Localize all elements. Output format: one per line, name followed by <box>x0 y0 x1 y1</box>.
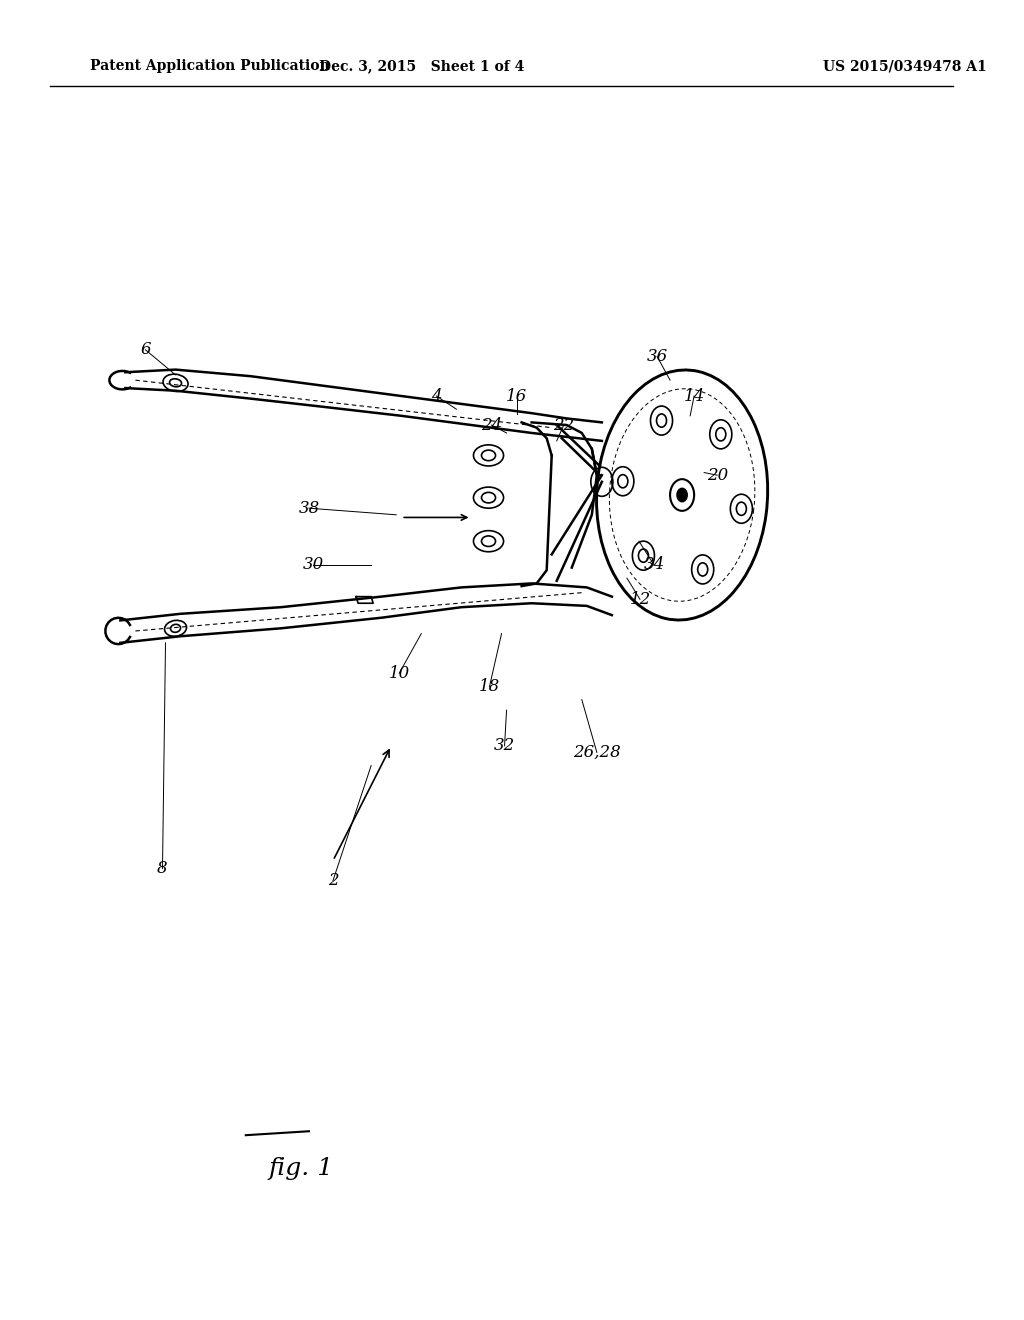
Text: US 2015/0349478 A1: US 2015/0349478 A1 <box>822 59 986 74</box>
Text: 36: 36 <box>646 348 668 364</box>
Text: 24: 24 <box>481 417 502 433</box>
Text: 14: 14 <box>683 388 705 404</box>
Text: 22: 22 <box>553 417 574 433</box>
Ellipse shape <box>677 488 687 502</box>
Text: 38: 38 <box>298 500 319 516</box>
Text: 4: 4 <box>431 388 441 404</box>
Text: 8: 8 <box>158 861 168 876</box>
Text: Patent Application Publication: Patent Application Publication <box>90 59 330 74</box>
Text: 16: 16 <box>506 388 527 404</box>
Text: 30: 30 <box>302 557 324 573</box>
Text: 34: 34 <box>643 557 665 573</box>
Text: 12: 12 <box>630 591 650 607</box>
Text: Dec. 3, 2015   Sheet 1 of 4: Dec. 3, 2015 Sheet 1 of 4 <box>318 59 524 74</box>
Text: fig. 1: fig. 1 <box>268 1156 334 1180</box>
Text: 18: 18 <box>479 678 500 694</box>
Text: 26,28: 26,28 <box>573 744 621 760</box>
Text: 20: 20 <box>707 467 728 483</box>
Text: 6: 6 <box>140 342 151 358</box>
Text: 32: 32 <box>494 738 515 754</box>
Text: 2: 2 <box>328 873 338 888</box>
Text: 10: 10 <box>389 665 410 681</box>
